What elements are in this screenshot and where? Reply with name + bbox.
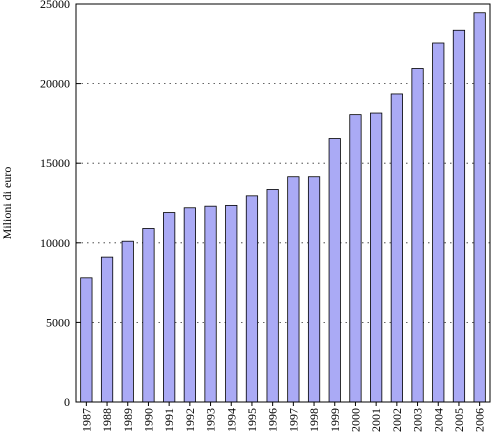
grid-lines	[76, 83, 490, 323]
bar-2002	[390, 93, 403, 403]
bar-1999	[328, 138, 341, 403]
x-tick-label-1994: 1994	[224, 408, 238, 432]
x-tick-label-1991: 1991	[162, 408, 176, 432]
bar-1997	[287, 176, 300, 403]
x-tick-label-1988: 1988	[100, 408, 114, 432]
x-tick-label-2004: 2004	[431, 408, 445, 432]
x-tick-label-1997: 1997	[286, 408, 300, 432]
bar-1994	[225, 204, 238, 403]
y-tick-label: 25000	[40, 0, 70, 11]
x-tick-label-1993: 1993	[204, 408, 218, 432]
x-tick-labels: 1987 1988 1989 1990 1991 1992 1993 1994 1995 1996…	[79, 408, 486, 432]
bar-1991	[163, 212, 176, 403]
bar-1989	[121, 240, 134, 403]
bar-2003	[411, 68, 424, 403]
x-tick-label-2002: 2002	[390, 408, 404, 432]
x-tick-label-2005: 2005	[452, 408, 466, 432]
x-tick-label-1999: 1999	[328, 408, 342, 432]
bar-2004	[432, 42, 445, 403]
bar-2000	[349, 114, 362, 403]
y-tick-label: 15000	[40, 156, 70, 170]
bar-2005	[452, 29, 466, 403]
x-tick-label-1995: 1995	[245, 408, 259, 432]
y-axis-title: Milioni di euro	[0, 167, 14, 240]
bar-2001	[370, 112, 383, 403]
bar-1988	[100, 256, 114, 403]
y-tick-label: 0	[64, 395, 70, 409]
x-tick-label-1990: 1990	[141, 408, 155, 432]
bar-1992	[183, 207, 196, 403]
y-tick-label: 5000	[46, 315, 70, 329]
x-tick-label-1989: 1989	[121, 408, 135, 432]
bar-2006	[473, 12, 486, 403]
plot-frame	[75, 3, 491, 403]
x-tick-label-1996: 1996	[266, 408, 280, 432]
bar-1995	[245, 195, 259, 403]
bars	[80, 12, 486, 403]
y-tick-label: 10000	[40, 236, 70, 250]
axes	[75, 3, 491, 406]
bar-1996	[266, 189, 279, 403]
bar-1990	[142, 228, 155, 403]
x-tick-label-2000: 2000	[348, 408, 362, 432]
x-tick-label-1992: 1992	[183, 408, 197, 432]
y-tick-labels: 0 5000 10000 15000 20000 25000	[40, 0, 70, 409]
bar-1998	[307, 176, 321, 403]
bar-1993	[204, 205, 217, 403]
x-tick-label-1987: 1987	[79, 408, 93, 432]
x-tick-label-1998: 1998	[307, 408, 321, 432]
x-tick-label-2001: 2001	[369, 408, 383, 432]
bar-1987	[80, 277, 93, 403]
y-tick-label: 20000	[40, 77, 70, 91]
x-tick-label-2006: 2006	[473, 408, 487, 432]
x-tick-label-2003: 2003	[411, 408, 425, 432]
